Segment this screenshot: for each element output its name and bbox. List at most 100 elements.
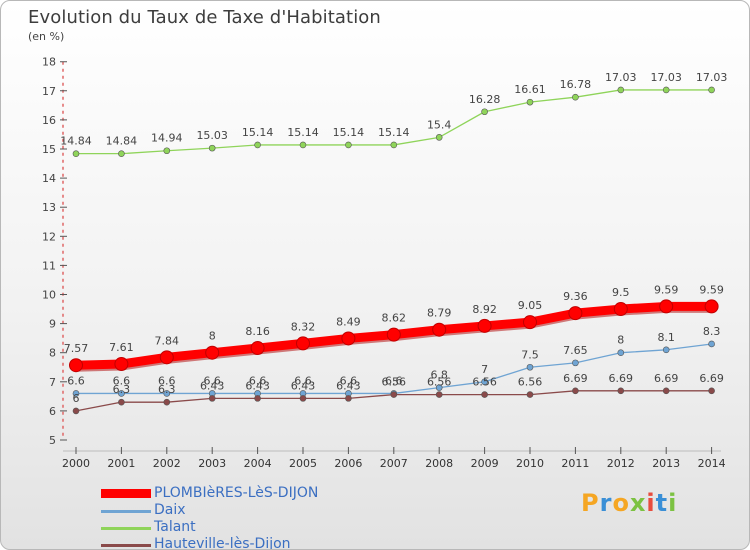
data-point [617,349,625,357]
y-tick-label: 14 [42,172,56,185]
data-point [708,340,715,348]
data-label: 8 [617,334,624,347]
data-point [254,141,261,149]
data-label: 16.28 [469,93,501,106]
x-tick-label: 2001 [107,457,135,470]
data-point [254,395,261,402]
data-point [477,318,492,333]
data-label: 6.8 [430,369,448,382]
x-tick-label: 2004 [244,457,272,470]
data-label: 6.6 [158,374,176,387]
legend-label: Hauteville-lès-Dijon [154,536,291,550]
data-point [481,108,488,116]
data-label: 15.14 [287,126,319,139]
legend-swatch [101,527,151,530]
x-tick-label: 2000 [62,457,90,470]
x-tick-label: 2013 [652,457,680,470]
x-tick-label: 2008 [425,457,453,470]
x-tick-label: 2006 [334,457,362,470]
data-point [296,336,310,351]
data-label: 8.49 [336,315,361,328]
y-tick-label: 8 [49,347,56,360]
y-tick-label: 5 [49,434,56,447]
data-point [662,346,670,354]
data-label: 7 [481,363,488,376]
x-tick-label: 2012 [607,457,635,470]
data-point [118,390,125,397]
data-label: 14.94 [151,132,183,145]
data-point [526,98,534,106]
data-label: 6.3 [158,383,176,396]
logo-letter: P [581,489,600,517]
data-label: 17.03 [650,71,682,84]
logo-letter: x [629,489,647,517]
data-label: 6.43 [336,379,361,392]
data-point [613,302,628,317]
y-tick-label: 7 [49,376,56,389]
logo-letter: t [655,489,669,517]
y-tick-label: 12 [42,230,56,243]
data-point [72,150,80,157]
data-point [617,86,625,94]
data-label: 7.84 [155,334,180,347]
legend-swatch [101,489,151,498]
data-point [159,350,174,365]
data-point [72,407,80,415]
data-point [69,358,83,373]
x-tick-label: 2011 [561,457,589,470]
data-point [208,144,216,152]
data-label: 9.36 [563,290,588,303]
data-point [523,315,537,330]
data-label: 6.6 [249,374,267,387]
data-label: 7.57 [64,342,89,355]
x-tick-label: 2009 [471,457,499,470]
data-label: 8.92 [472,303,497,316]
data-point [163,147,171,155]
data-point [662,387,670,395]
data-label: 9.59 [699,283,724,296]
data-label: 15.03 [196,129,228,142]
data-label: 6.56 [472,376,497,389]
data-label: 6.3 [113,383,131,396]
legend-label: PLOMBIèRES-LèS-DIJON [154,485,319,501]
x-tick-label: 2005 [289,457,317,470]
data-label: 8 [209,330,216,343]
data-label: 6.6 [113,374,131,387]
data-label: 8.1 [657,331,675,344]
data-label: 14.84 [60,135,92,148]
y-tick-label: 10 [42,289,56,302]
data-point [572,93,579,101]
data-point [572,359,579,367]
data-point [435,134,443,141]
data-label: 6.43 [200,379,225,392]
data-label: 17.03 [696,71,728,84]
data-label: 16.61 [514,83,546,96]
data-label: 8.16 [245,325,270,338]
unit-label: (en %) [28,30,65,43]
data-label: 15.14 [378,126,410,139]
y-tick-label: 17 [42,85,56,98]
data-label: 6.69 [654,372,679,385]
data-point [572,387,579,395]
data-point [114,357,129,372]
data-point [617,387,625,395]
data-label: 16.78 [560,78,592,91]
chart-title: Evolution du Taux de Taxe d'Habitation [28,7,381,28]
data-label: 6.6 [340,374,358,387]
data-point [345,141,352,149]
data-label: 7.61 [109,341,134,354]
data-label: 15.14 [333,126,365,139]
data-point [704,299,719,314]
data-label: 6.6 [67,374,85,387]
data-label: 6.43 [245,379,270,392]
legend-swatch [101,544,151,547]
legend-swatch [101,510,151,513]
logo-letter: o [612,489,630,517]
proxiti-logo: Proxiti [581,489,677,517]
data-point [659,299,674,314]
data-label: 6.56 [518,376,543,389]
data-label: 8.3 [703,325,721,338]
logo-letter: r [599,489,613,517]
data-label: 14.84 [106,135,138,148]
